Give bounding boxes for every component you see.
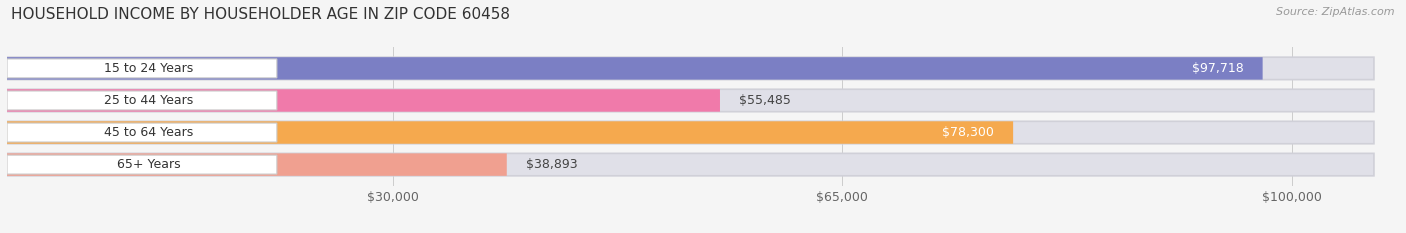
Text: 25 to 44 Years: 25 to 44 Years <box>104 94 193 107</box>
Text: HOUSEHOLD INCOME BY HOUSEHOLDER AGE IN ZIP CODE 60458: HOUSEHOLD INCOME BY HOUSEHOLDER AGE IN Z… <box>11 7 510 22</box>
Text: Source: ZipAtlas.com: Source: ZipAtlas.com <box>1277 7 1395 17</box>
FancyBboxPatch shape <box>7 59 277 78</box>
FancyBboxPatch shape <box>7 153 1374 176</box>
FancyBboxPatch shape <box>7 57 1374 80</box>
Text: 45 to 64 Years: 45 to 64 Years <box>104 126 193 139</box>
FancyBboxPatch shape <box>7 121 1014 144</box>
FancyBboxPatch shape <box>7 57 1263 80</box>
FancyBboxPatch shape <box>7 89 720 112</box>
Text: $55,485: $55,485 <box>740 94 792 107</box>
FancyBboxPatch shape <box>7 153 506 176</box>
FancyBboxPatch shape <box>7 121 1374 144</box>
FancyBboxPatch shape <box>7 123 277 142</box>
Text: $38,893: $38,893 <box>526 158 578 171</box>
Text: $78,300: $78,300 <box>942 126 994 139</box>
FancyBboxPatch shape <box>7 91 277 110</box>
Text: $97,718: $97,718 <box>1192 62 1243 75</box>
FancyBboxPatch shape <box>7 89 1374 112</box>
Text: 15 to 24 Years: 15 to 24 Years <box>104 62 193 75</box>
FancyBboxPatch shape <box>7 155 277 174</box>
Text: 65+ Years: 65+ Years <box>117 158 180 171</box>
